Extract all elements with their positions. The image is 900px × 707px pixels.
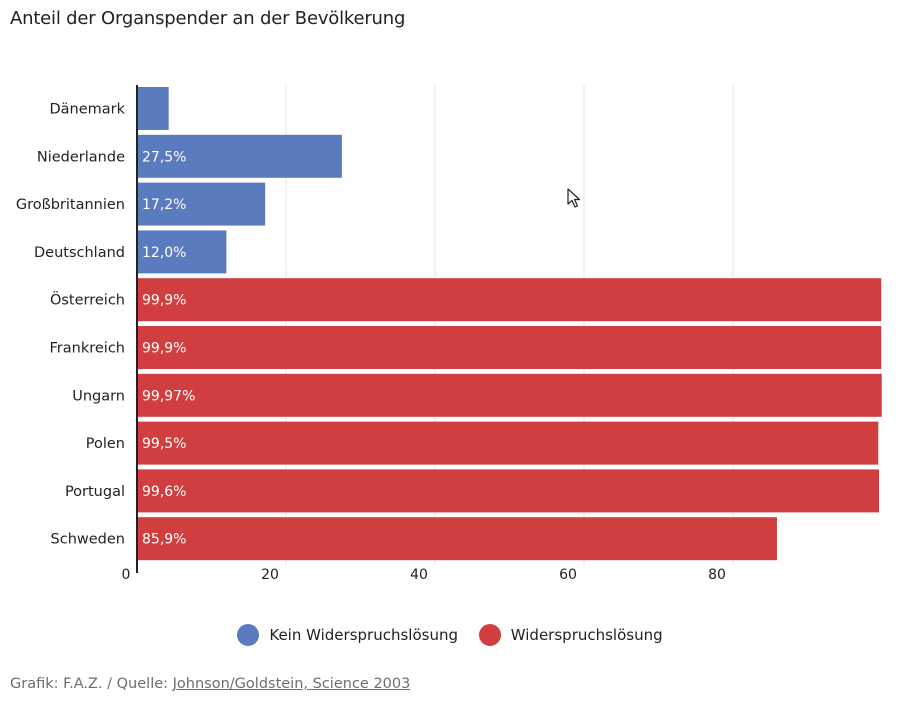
x-tick-label: 20 <box>261 567 279 583</box>
data-label: 99,97% <box>142 388 195 404</box>
bar[interactable] <box>138 421 879 465</box>
bar[interactable] <box>138 373 882 417</box>
category-label: Großbritannien <box>16 197 125 213</box>
bar[interactable] <box>138 469 880 513</box>
category-label: Frankreich <box>50 341 125 357</box>
category-label: Polen <box>86 436 125 452</box>
legend-dot-red <box>478 624 501 646</box>
source-prefix: Grafik: F.A.Z. / Quelle: <box>10 676 173 692</box>
data-label: 12,0% <box>142 245 186 261</box>
x-tick-label: 0 <box>122 567 131 583</box>
x-tick-label: 40 <box>410 567 428 583</box>
bar[interactable] <box>138 326 882 369</box>
data-label: 17,2% <box>142 197 186 213</box>
bar-chart: Dänemark Niederlande 27,5% Großbritannien 17… <box>16 85 882 583</box>
legend: Kein Widerspruchslösung Widerspruchslösu… <box>0 624 900 650</box>
category-label: Ungarn <box>72 388 125 404</box>
legend-label: Kein Widerspruchslösung <box>269 626 458 644</box>
data-label: 99,5% <box>142 436 186 452</box>
legend-label: Widerspruchslösung <box>510 626 663 644</box>
legend-item-kein-widerspruchsloesung[interactable]: Kein Widerspruchslösung <box>237 624 458 646</box>
x-tick-label: 60 <box>559 567 577 583</box>
bar[interactable] <box>138 182 266 226</box>
mouse-cursor-icon <box>567 188 581 208</box>
source-link[interactable]: Johnson/Goldstein, Science 2003 <box>172 676 411 692</box>
source-line: Grafik: F.A.Z. / Quelle: Johnson/Goldste… <box>10 676 410 692</box>
bar[interactable] <box>138 230 227 274</box>
data-label: 99,9% <box>142 341 186 357</box>
category-label: Dänemark <box>49 102 125 118</box>
data-label: 99,9% <box>142 293 186 309</box>
legend-item-widerspruchsloesung[interactable]: Widerspruchslösung <box>478 624 663 646</box>
x-tick-label: 80 <box>708 567 726 583</box>
bar[interactable] <box>138 134 342 178</box>
bar[interactable] <box>138 517 777 561</box>
category-label: Österreich <box>50 291 125 309</box>
category-label: Niederlande <box>37 149 125 165</box>
category-label: Deutschland <box>34 245 125 261</box>
legend-dot-blue <box>237 624 260 646</box>
chart-title: Anteil der Organspender an der Bevölkeru… <box>10 8 406 29</box>
data-label: 85,9% <box>142 532 186 548</box>
data-label: 27,5% <box>142 149 186 165</box>
category-label: Portugal <box>65 484 125 500</box>
category-label: Schweden <box>51 532 125 548</box>
bar[interactable] <box>138 278 882 322</box>
bar[interactable] <box>138 87 169 130</box>
data-label: 99,6% <box>142 484 186 500</box>
